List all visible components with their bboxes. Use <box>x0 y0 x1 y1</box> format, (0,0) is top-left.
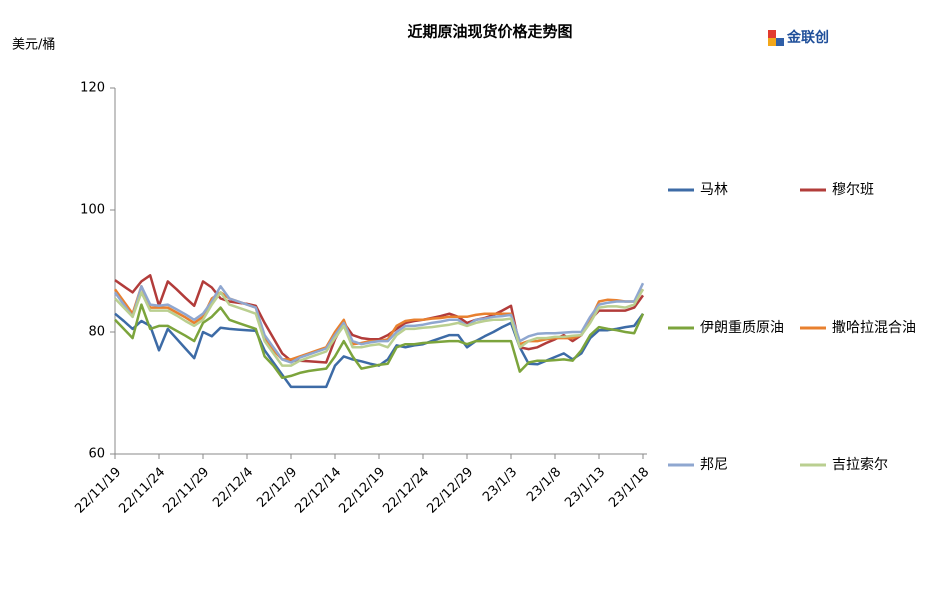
chart-title: 近期原油现货价格走势图 <box>407 23 572 41</box>
x-tick-label: 22/11/24 <box>116 465 168 517</box>
y-tick-label: 60 <box>88 447 105 462</box>
series-line <box>114 303 645 380</box>
logo-mark <box>768 38 776 46</box>
legend-label: 吉拉索尔 <box>832 456 888 473</box>
logo: 金联创 <box>768 29 829 46</box>
y-axis-label: 美元/桶 <box>12 38 55 53</box>
legend-label: 穆尔班 <box>832 182 874 198</box>
legend-label: 邦尼 <box>700 457 728 473</box>
logo-mark <box>768 30 776 38</box>
legend-label: 马林 <box>700 182 728 198</box>
x-tick-label: 22/12/24 <box>380 465 432 517</box>
legend-label: 伊朗重质原油 <box>700 320 784 336</box>
x-tick-label: 22/12/4 <box>210 465 256 511</box>
x-tick-label: 22/12/29 <box>424 465 476 517</box>
x-tick-label: 22/11/19 <box>72 465 124 517</box>
x-tick-label: 23/1/13 <box>562 465 608 511</box>
series-line <box>113 282 645 364</box>
x-tick-label: 23/1/18 <box>606 465 652 511</box>
x-tick-label: 23/1/8 <box>524 465 564 505</box>
series-line <box>113 285 645 361</box>
y-tick-label: 80 <box>88 325 105 340</box>
series-line <box>114 288 645 367</box>
legend-label: 撒哈拉混合油 <box>832 320 916 336</box>
x-tick-label: 23/1/3 <box>480 465 520 505</box>
x-tick-label: 22/11/29 <box>160 465 212 517</box>
y-tick-label: 100 <box>80 203 105 218</box>
x-tick-label: 22/12/19 <box>336 465 388 517</box>
logo-text: 金联创 <box>786 29 829 46</box>
x-tick-label: 22/12/14 <box>292 465 344 517</box>
logo-mark <box>776 38 784 46</box>
y-tick-label: 120 <box>80 81 105 96</box>
